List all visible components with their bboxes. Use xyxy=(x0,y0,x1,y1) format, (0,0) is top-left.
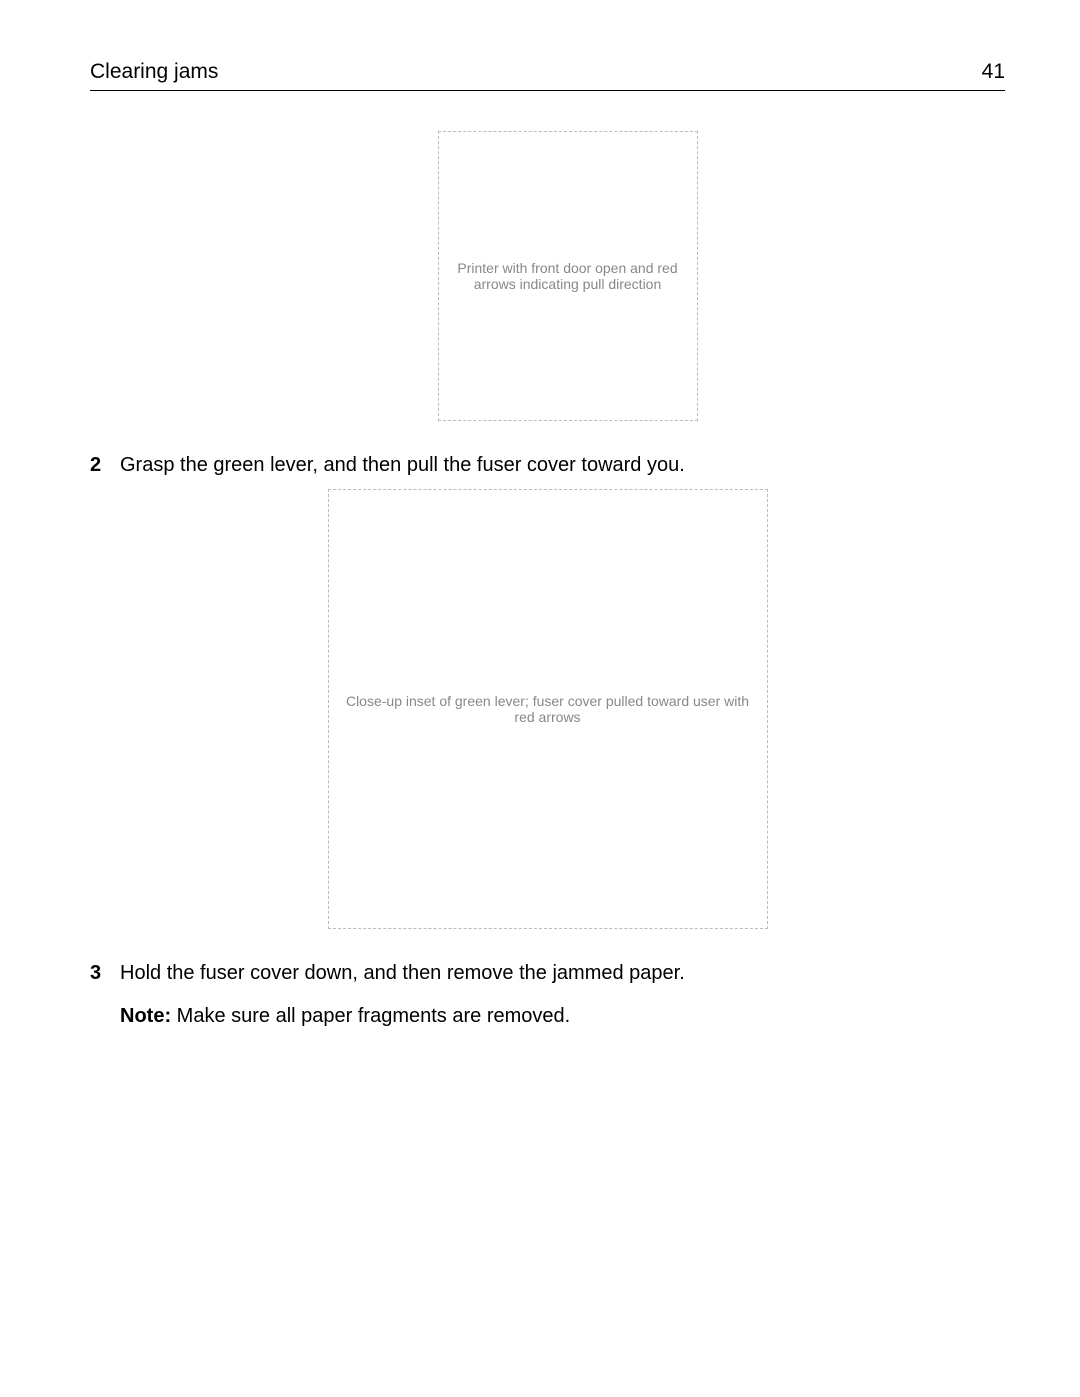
step-2-text: Grasp the green lever, and then pull the… xyxy=(120,451,1005,479)
step-3-row: 3 Hold the fuser cover down, and then re… xyxy=(90,959,1005,987)
step-2-row: 2 Grasp the green lever, and then pull t… xyxy=(90,451,1005,479)
step-3-number: 3 xyxy=(90,959,106,987)
page-header: Clearing jams 41 xyxy=(90,60,1005,91)
figure-1-printer-open: Printer with front door open and red arr… xyxy=(438,131,698,421)
figure-2-wrap: Close-up inset of green lever; fuser cov… xyxy=(90,489,1005,929)
note-text: Make sure all paper fragments are remove… xyxy=(171,1005,570,1027)
note-label: Note: xyxy=(120,1005,171,1027)
step-3-text: Hold the fuser cover down, and then remo… xyxy=(120,959,1005,987)
section-title: Clearing jams xyxy=(90,60,218,84)
figure-1-wrap: Printer with front door open and red arr… xyxy=(90,131,1005,421)
note-line: Note: Make sure all paper fragments are … xyxy=(120,1005,1005,1028)
figure-2-fuser-lever: Close-up inset of green lever; fuser cov… xyxy=(328,489,768,929)
step-2-number: 2 xyxy=(90,451,106,479)
page-number: 41 xyxy=(982,60,1005,84)
page-container: Clearing jams 41 Printer with front door… xyxy=(0,0,1080,1088)
